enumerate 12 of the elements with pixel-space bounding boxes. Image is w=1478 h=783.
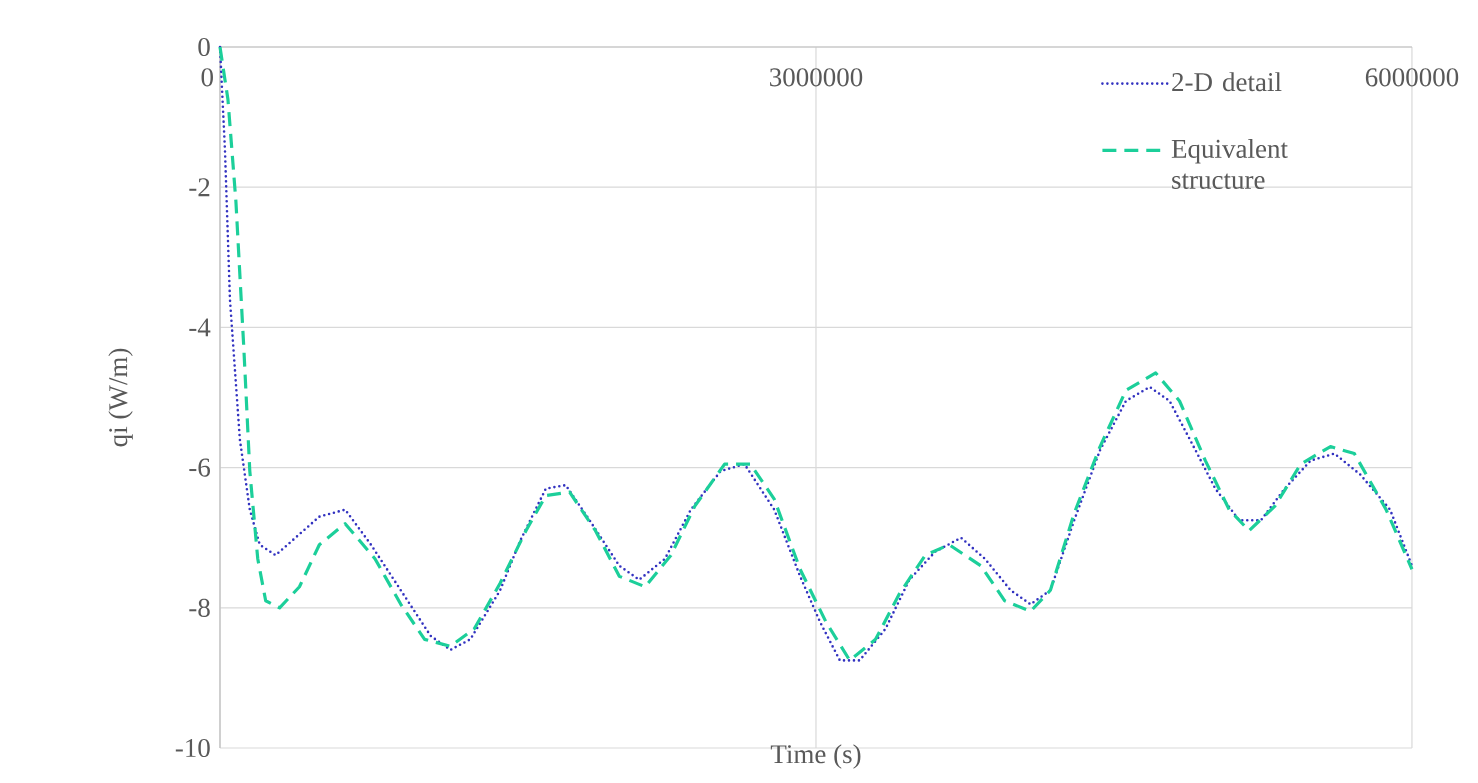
- y-tick-label: -6: [189, 458, 211, 477]
- y-tick-label: -10: [175, 738, 210, 758]
- y-tick-label: -4: [189, 318, 211, 337]
- x-axis-title: Time (s): [770, 744, 861, 769]
- x-tick-label: 6000000: [1365, 68, 1459, 87]
- y-axis-title: qi (W/m): [108, 348, 133, 447]
- y-tick-label: 0: [198, 37, 210, 57]
- legend-label: 2-D detail: [1172, 72, 1282, 92]
- x-tick-label: 3000000: [770, 68, 863, 87]
- y-tick-label: -2: [189, 178, 210, 197]
- legend-label: Equivalent structure: [1171, 138, 1288, 189]
- y-tick-label: -8: [189, 598, 210, 617]
